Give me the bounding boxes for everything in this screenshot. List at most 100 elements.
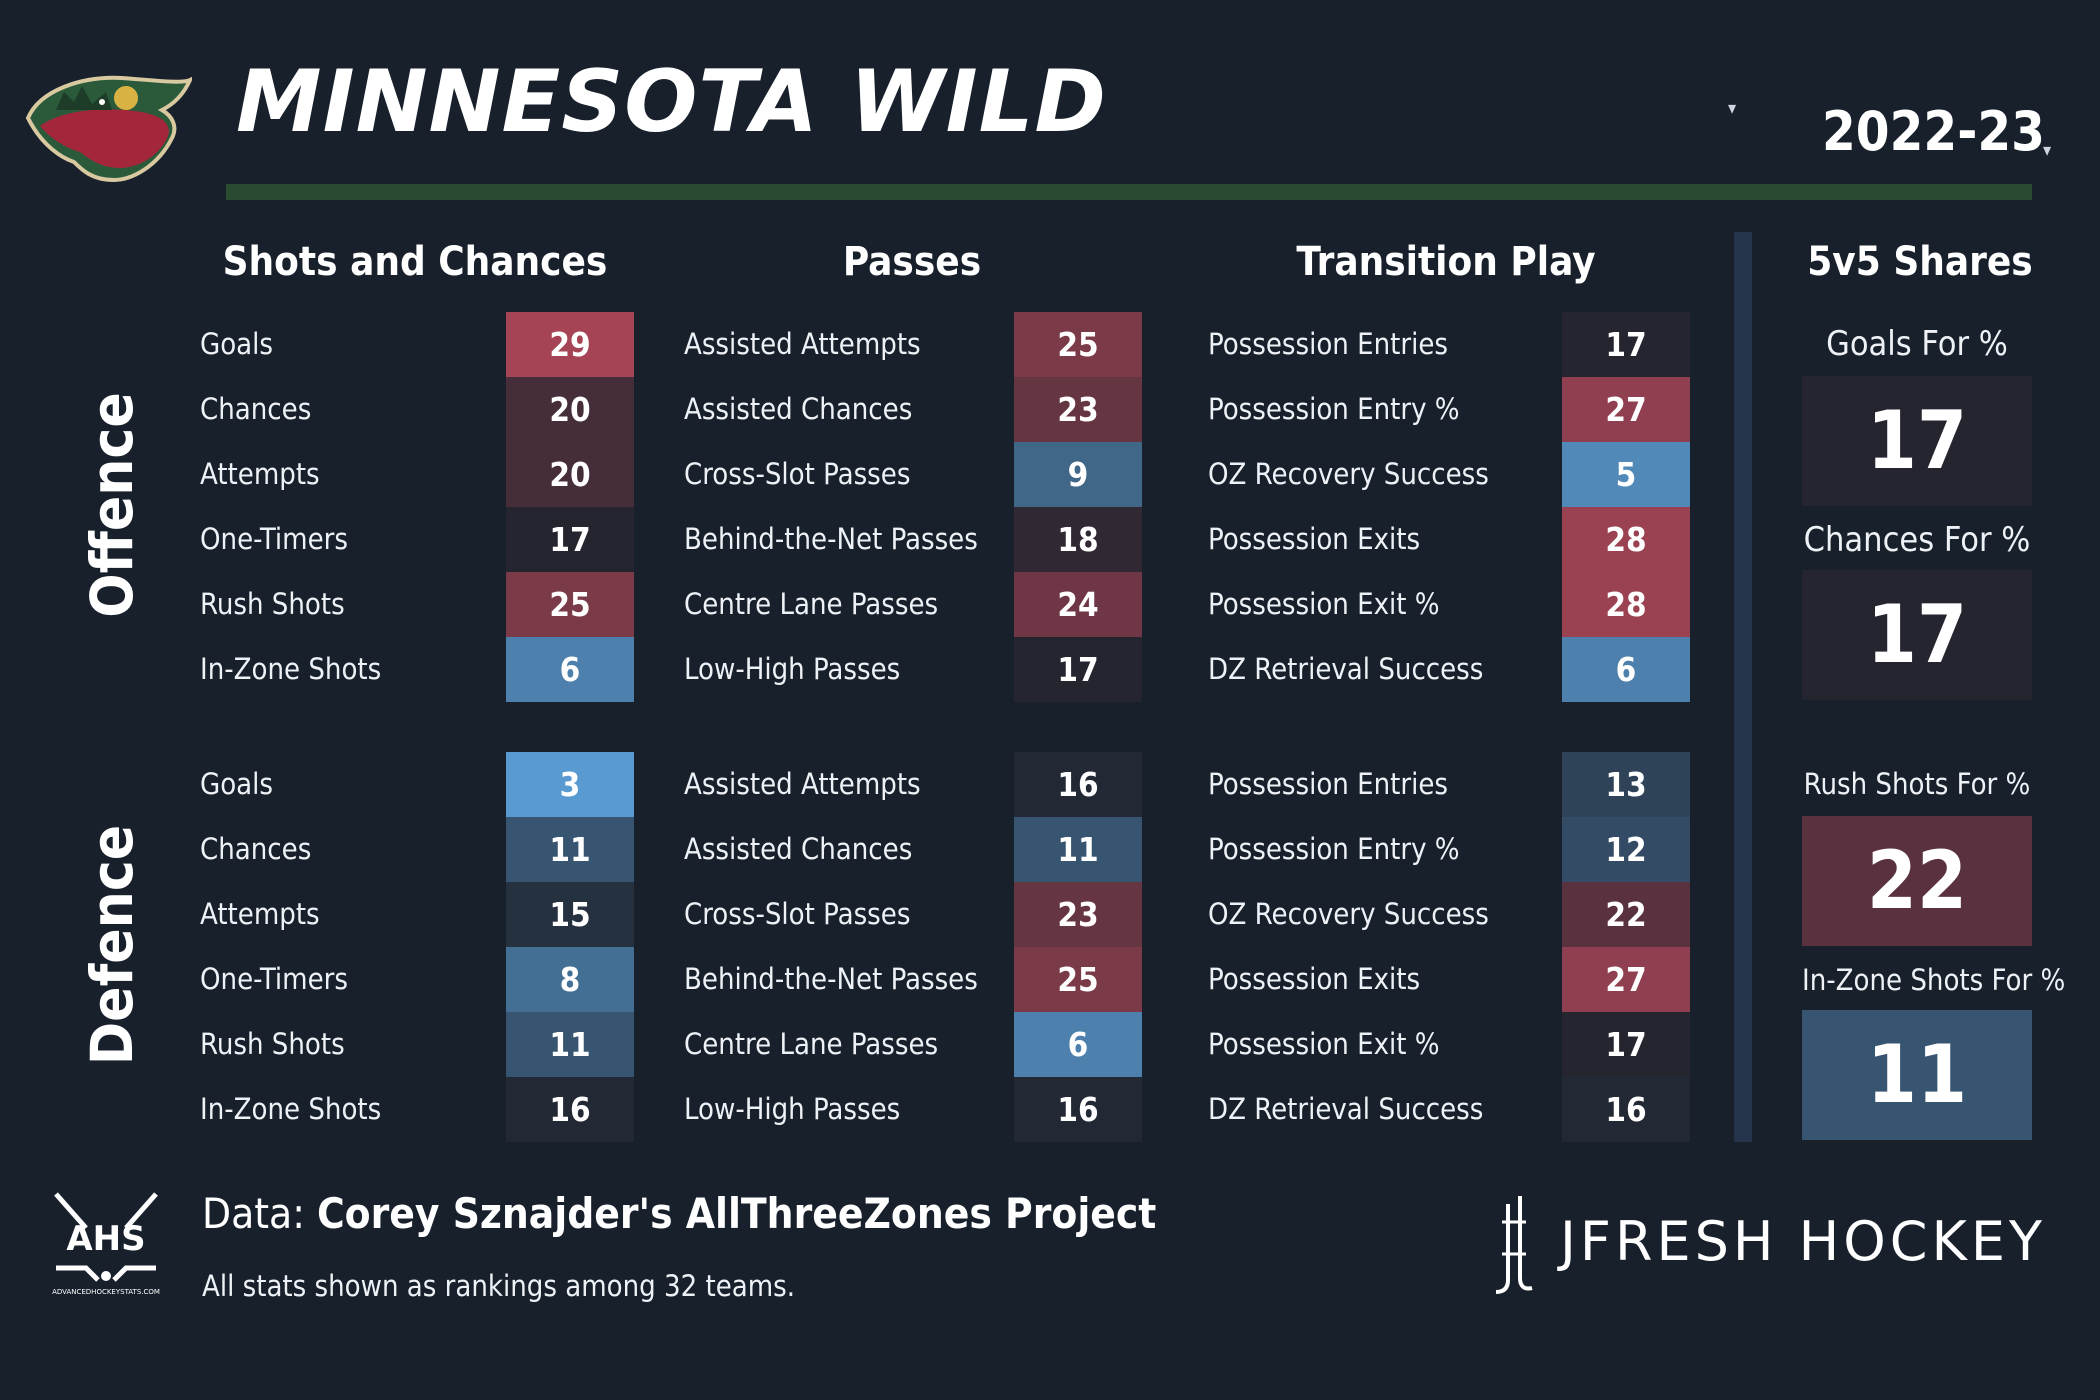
data-source-name: Corey Sznajder's AllThreeZones Project	[316, 1189, 1157, 1238]
share-rank: 22	[1802, 816, 2032, 946]
defence-shots-rank: 3	[506, 752, 634, 817]
defence-transition-label: DZ Retrieval Success	[1208, 1092, 1484, 1126]
offence-transition-rank: 17	[1562, 312, 1690, 377]
share-label: Rush Shots For %	[1803, 767, 2031, 801]
offence-passes-rank: 25	[1014, 312, 1142, 377]
defence-passes-label: Cross-Slot Passes	[684, 897, 911, 931]
defence-shots-rank: 15	[506, 882, 634, 947]
defence-shots-label: One-Timers	[200, 962, 348, 996]
offence-passes-rank: 17	[1014, 637, 1142, 702]
jfresh-hockey-brand: JFRESH HOCKEY	[1560, 1210, 2047, 1273]
data-source: Data: Corey Sznajder's AllThreeZones Pro…	[202, 1188, 1156, 1240]
defence-shots-rank: 11	[506, 817, 634, 882]
defence-shots-label: Chances	[200, 832, 312, 866]
ahs-logo-text: AHS	[66, 1219, 145, 1259]
defence-passes-label: Behind-the-Net Passes	[684, 962, 978, 996]
defence-passes-label: Assisted Attempts	[684, 767, 921, 801]
shots-and-chances-heading: Shots and Chances	[222, 239, 608, 285]
defence-shots-rank: 11	[506, 1012, 634, 1077]
share-label: Goals For %	[1826, 324, 2008, 364]
defence-shots-rank: 8	[506, 947, 634, 1012]
offence-transition-label: DZ Retrieval Success	[1208, 652, 1484, 686]
defence-passes-rank: 23	[1014, 882, 1142, 947]
offence-transition-rank: 28	[1562, 507, 1690, 572]
defence-passes-label: Centre Lane Passes	[684, 1027, 939, 1061]
data-source-prefix: Data:	[202, 1189, 317, 1238]
offence-transition-rank: 5	[1562, 442, 1690, 507]
defence-passes-rank: 11	[1014, 817, 1142, 882]
share-rank: 11	[1802, 1010, 2032, 1140]
offence-transition-label: Possession Exits	[1208, 522, 1421, 556]
defence-shots-label: In-Zone Shots	[200, 1092, 382, 1126]
minnesota-wild-logo-icon	[25, 75, 192, 182]
jfresh-stick-icon	[1495, 1196, 1533, 1294]
share-rank: 17	[1802, 376, 2032, 506]
season-selector[interactable]: 2022-23	[1822, 100, 2045, 163]
defence-shots-label: Rush Shots	[200, 1027, 345, 1061]
defence-passes-label: Low-High Passes	[684, 1092, 901, 1126]
defence-passes-rank: 6	[1014, 1012, 1142, 1077]
defence-transition-label: OZ Recovery Success	[1208, 897, 1489, 931]
offence-shots-rank: 6	[506, 637, 634, 702]
ranking-note: All stats shown as rankings among 32 tea…	[202, 1269, 796, 1303]
offence-shots-rank: 29	[506, 312, 634, 377]
team-dropdown-icon[interactable]: ▾	[1728, 98, 1737, 119]
defence-shots-rank: 16	[506, 1077, 634, 1142]
defence-section-label: Defence	[78, 824, 146, 1066]
offence-transition-label: OZ Recovery Success	[1208, 457, 1489, 491]
offence-passes-label: Cross-Slot Passes	[684, 457, 911, 491]
defence-passes-rank: 16	[1014, 1077, 1142, 1142]
offence-transition-label: Possession Exit %	[1208, 587, 1440, 621]
defence-transition-rank: 13	[1562, 752, 1690, 817]
offence-shots-label: Chances	[200, 392, 312, 426]
transition-play-heading: Transition Play	[1296, 239, 1596, 285]
defence-transition-label: Possession Exits	[1208, 962, 1421, 996]
offence-shots-rank: 20	[506, 377, 634, 442]
offence-shots-rank: 17	[506, 507, 634, 572]
share-label: Chances For %	[1803, 520, 2031, 560]
offence-transition-label: Possession Entries	[1208, 327, 1448, 361]
offence-transition-label: Possession Entry %	[1208, 392, 1460, 426]
shares-divider	[1734, 232, 1752, 1142]
five-v-five-shares-heading: 5v5 Shares	[1807, 239, 2033, 285]
defence-transition-rank: 22	[1562, 882, 1690, 947]
share-label: In-Zone Shots For %	[1802, 963, 2066, 997]
offence-passes-rank: 24	[1014, 572, 1142, 637]
offence-passes-label: Behind-the-Net Passes	[684, 522, 978, 556]
offence-transition-rank: 6	[1562, 637, 1690, 702]
defence-transition-rank: 17	[1562, 1012, 1690, 1077]
defence-transition-rank: 27	[1562, 947, 1690, 1012]
defence-shots-label: Attempts	[200, 897, 320, 931]
offence-shots-rank: 20	[506, 442, 634, 507]
defence-transition-rank: 12	[1562, 817, 1690, 882]
offence-section-label: Offence	[78, 392, 146, 618]
defence-transition-rank: 16	[1562, 1077, 1690, 1142]
offence-passes-rank: 23	[1014, 377, 1142, 442]
ahs-logo-icon: AHS ADVANCEDHOCKEYSTATS.COM	[52, 1192, 160, 1296]
offence-passes-label: Low-High Passes	[684, 652, 901, 686]
offence-shots-label: Attempts	[200, 457, 320, 491]
defence-transition-label: Possession Entries	[1208, 767, 1448, 801]
offence-passes-label: Centre Lane Passes	[684, 587, 939, 621]
header-divider	[226, 184, 2032, 200]
offence-passes-label: Assisted Chances	[684, 392, 913, 426]
share-rank: 17	[1802, 570, 2032, 700]
defence-transition-label: Possession Exit %	[1208, 1027, 1440, 1061]
ahs-url-text: ADVANCEDHOCKEYSTATS.COM	[52, 1288, 160, 1296]
offence-passes-rank: 9	[1014, 442, 1142, 507]
offence-shots-label: In-Zone Shots	[200, 652, 382, 686]
season-dropdown-icon[interactable]: ▾	[2043, 140, 2052, 161]
offence-transition-rank: 28	[1562, 572, 1690, 637]
passes-heading: Passes	[842, 239, 982, 285]
offence-shots-label: Rush Shots	[200, 587, 345, 621]
defence-transition-label: Possession Entry %	[1208, 832, 1460, 866]
offence-passes-rank: 18	[1014, 507, 1142, 572]
offence-passes-label: Assisted Attempts	[684, 327, 921, 361]
defence-passes-rank: 25	[1014, 947, 1142, 1012]
defence-passes-rank: 16	[1014, 752, 1142, 817]
offence-shots-label: Goals	[200, 327, 274, 361]
offence-shots-rank: 25	[506, 572, 634, 637]
defence-shots-label: Goals	[200, 767, 274, 801]
team-title: MINNESOTA WILD	[236, 52, 1107, 152]
offence-shots-label: One-Timers	[200, 522, 348, 556]
